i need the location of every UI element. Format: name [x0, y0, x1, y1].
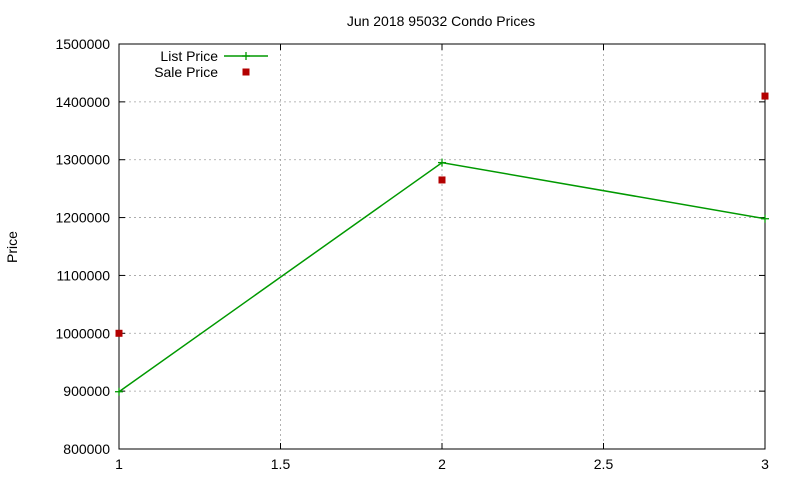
legend-swatch-marker [242, 52, 250, 60]
y-tick-label: 1200000 [55, 210, 110, 226]
data-point [438, 158, 446, 167]
series-list-price [115, 158, 769, 396]
y-tick-label: 1400000 [55, 94, 110, 110]
legend-swatch-marker [242, 68, 250, 76]
y-axis-label: Price [4, 231, 20, 263]
y-tick-label: 1000000 [55, 325, 110, 341]
y-tick-label: 800000 [63, 441, 110, 457]
legend-entry: List Price [160, 48, 268, 64]
series-sale-price [115, 92, 769, 337]
legend-label: List Price [160, 48, 218, 64]
x-tick-label: 2.5 [594, 456, 614, 472]
data-point [438, 176, 446, 184]
y-tick-label: 1300000 [55, 152, 110, 168]
x-tick-label: 2 [438, 456, 446, 472]
series-line [118, 161, 766, 393]
data-point [115, 387, 123, 396]
y-tick-label: 1100000 [57, 267, 111, 283]
grid-lines [119, 44, 765, 449]
axis-ticks: 800000 900000 1000000 1100000 1200000 1300000… [55, 36, 769, 472]
x-tick-label: 3 [761, 456, 769, 472]
chart-title: Jun 2018 95032 Condo Prices [347, 13, 535, 29]
x-tick-label: 1.5 [271, 456, 291, 472]
y-tick-label: 1500000 [55, 36, 110, 52]
data-point [761, 92, 769, 100]
legend-label: Sale Price [154, 64, 218, 80]
data-point [761, 214, 769, 223]
legend-entry: Sale Price [154, 64, 250, 80]
x-tick-label: 1 [115, 456, 123, 472]
series-layer [115, 92, 769, 396]
y-tick-label: 900000 [63, 383, 110, 399]
data-point [115, 329, 123, 337]
